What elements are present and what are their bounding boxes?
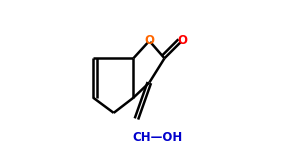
Text: CH—OH: CH—OH xyxy=(133,131,183,144)
Text: O: O xyxy=(144,34,154,47)
Text: O: O xyxy=(178,34,188,47)
